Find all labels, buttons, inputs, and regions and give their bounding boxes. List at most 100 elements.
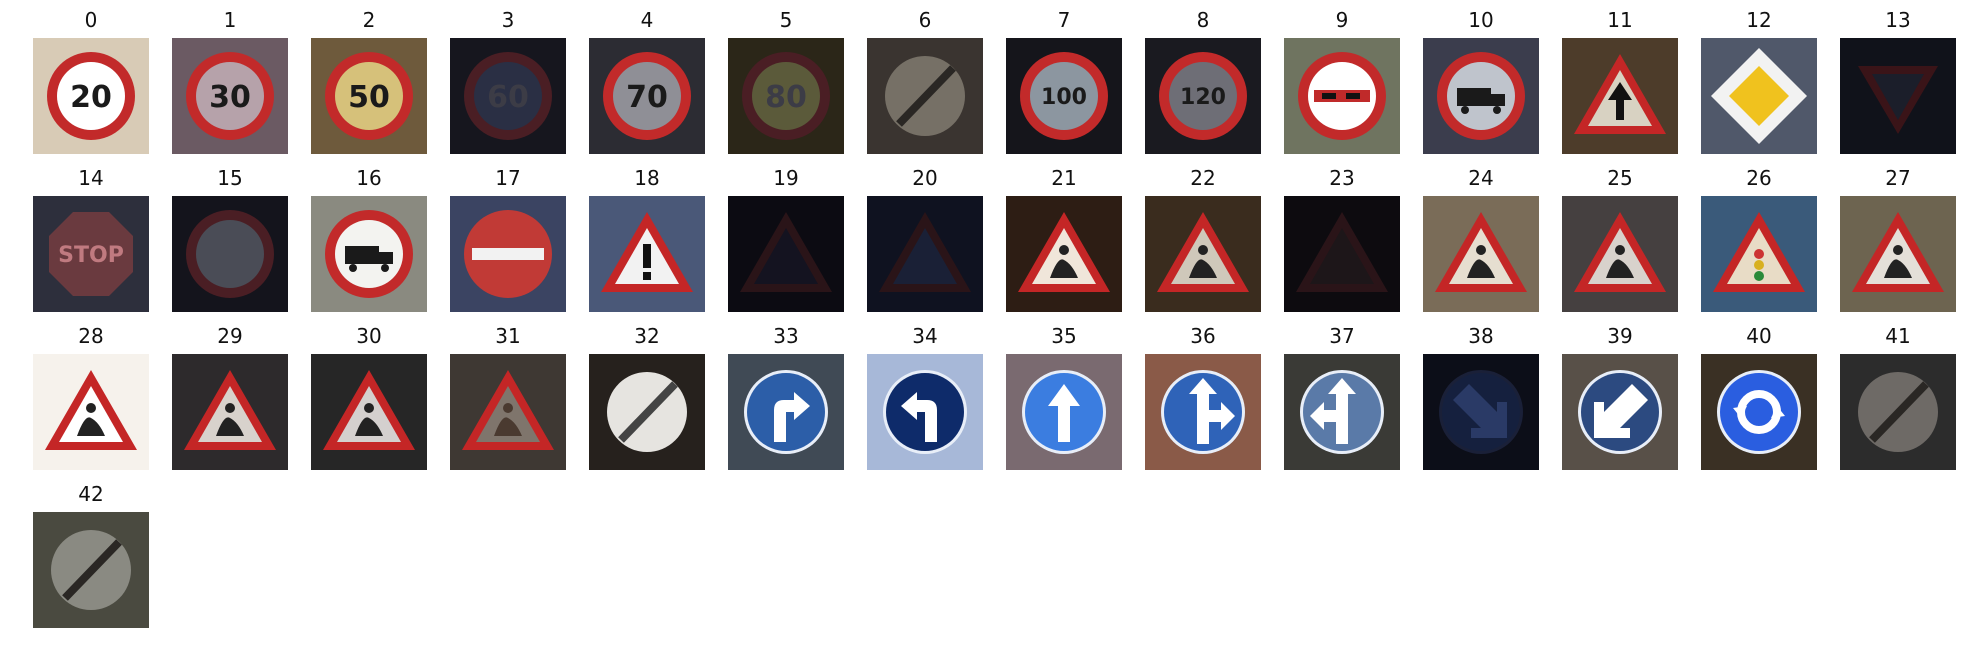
sign-face [893,228,957,284]
sign-class-cell: 25 [1562,166,1678,312]
traffic-sign-image [1006,354,1122,470]
class-id-label: 17 [495,166,521,190]
class-id-label: 7 [1057,8,1071,32]
svg-text:80: 80 [765,80,807,115]
traffic-sign-image [450,354,566,470]
sign-face [1866,228,1930,284]
sign-symbol [1594,384,1648,438]
sign-face [1030,62,1098,130]
sign-face [1310,228,1374,284]
traffic-sign-image [589,196,705,312]
sign-class-cell: 24 [1423,166,1539,312]
traffic-sign-image [1423,196,1539,312]
traffic-sign-image [1284,196,1400,312]
sign-class-cell: 14 STOP [33,166,149,312]
class-id-label: 3 [501,8,515,32]
sign-symbol: 60 [487,80,529,115]
traffic-sign-image [1840,196,1956,312]
sign-face [474,62,542,130]
sign-class-cell: 18 [589,166,705,312]
class-id-label: 22 [1190,166,1216,190]
sign-bar [472,248,544,260]
svg-text:60: 60 [487,80,529,115]
traffic-sign-image: 20 [33,38,149,154]
sign-symbol [1189,245,1217,278]
traffic-sign-image [1840,38,1956,154]
sign-class-cell: 6 [867,8,983,154]
sign-symbol: 30 [209,80,251,115]
sign-class-cell: 17 [450,166,566,312]
traffic-sign-image [1006,196,1122,312]
class-id-label: 37 [1329,324,1355,348]
sign-class-cell: 41 [1840,324,1956,470]
svg-text:STOP: STOP [58,243,124,268]
sign-stripe [618,381,678,443]
class-id-label: 14 [78,166,104,190]
sign-symbol [216,403,244,436]
sign-class-cell: 35 [1006,324,1122,470]
svg-text:50: 50 [348,80,390,115]
sign-face [476,386,540,442]
traffic-sign-image [1423,354,1539,470]
sign-class-cell: 0 20 [33,8,149,154]
traffic-sign-image [867,196,983,312]
sign-class-cell: 12 [1701,8,1817,154]
traffic-sign-image [589,354,705,470]
class-id-label: 32 [634,324,660,348]
sign-class-cell: 8 120 [1145,8,1261,154]
class-id-label: 9 [1335,8,1349,32]
sign-class-cell: 36 [1145,324,1261,470]
sign-class-cell: 11 [1562,8,1678,154]
traffic-sign-image [450,196,566,312]
sign-symbol: STOP [58,243,124,268]
sign-symbol [1606,245,1634,278]
sign-face [198,386,262,442]
class-id-label: 20 [912,166,938,190]
sign-face [337,386,401,442]
sign-symbol [901,392,937,442]
sign-class-cell: 26 [1701,166,1817,312]
class-id-label: 21 [1051,166,1077,190]
traffic-sign-image [1840,354,1956,470]
traffic-sign-image: 80 [728,38,844,154]
class-id-label: 30 [356,324,382,348]
sign-symbol [77,403,105,436]
class-id-label: 2 [362,8,376,32]
class-id-label: 10 [1468,8,1494,32]
sign-symbol: 100 [1041,85,1087,110]
sign-class-cell: 1 30 [172,8,288,154]
sign-face [1169,62,1237,130]
traffic-sign-image [33,354,149,470]
class-id-label: 13 [1885,8,1911,32]
class-id-label: 0 [84,8,98,32]
sign-symbol [1050,245,1078,278]
class-id-label: 16 [356,166,382,190]
class-id-label: 26 [1746,166,1772,190]
traffic-sign-image: 30 [172,38,288,154]
class-id-label: 38 [1468,324,1494,348]
sign-class-cell: 28 [33,324,149,470]
sign-face [57,62,125,130]
svg-text:70: 70 [626,80,668,115]
sign-class-cell: 15 [172,166,288,312]
traffic-sign-image [1701,38,1817,154]
sign-symbol [1754,249,1764,281]
sign-symbol [345,246,393,272]
class-id-label: 5 [779,8,793,32]
sign-class-cell: 10 [1423,8,1539,154]
class-id-label: 19 [773,166,799,190]
traffic-sign-image [33,512,149,628]
class-id-label: 6 [918,8,932,32]
sign-class-cell: 16 [311,166,427,312]
sign-face [49,212,133,296]
sign-class-cell: 7 100 [1006,8,1122,154]
class-id-label: 23 [1329,166,1355,190]
sign-face [196,62,264,130]
sign-symbol [494,403,522,436]
sign-face [1171,228,1235,284]
sign-symbol [1048,384,1080,442]
sign-symbol [774,392,810,442]
traffic-sign-image: STOP [33,196,149,312]
traffic-sign-image: 120 [1145,38,1261,154]
